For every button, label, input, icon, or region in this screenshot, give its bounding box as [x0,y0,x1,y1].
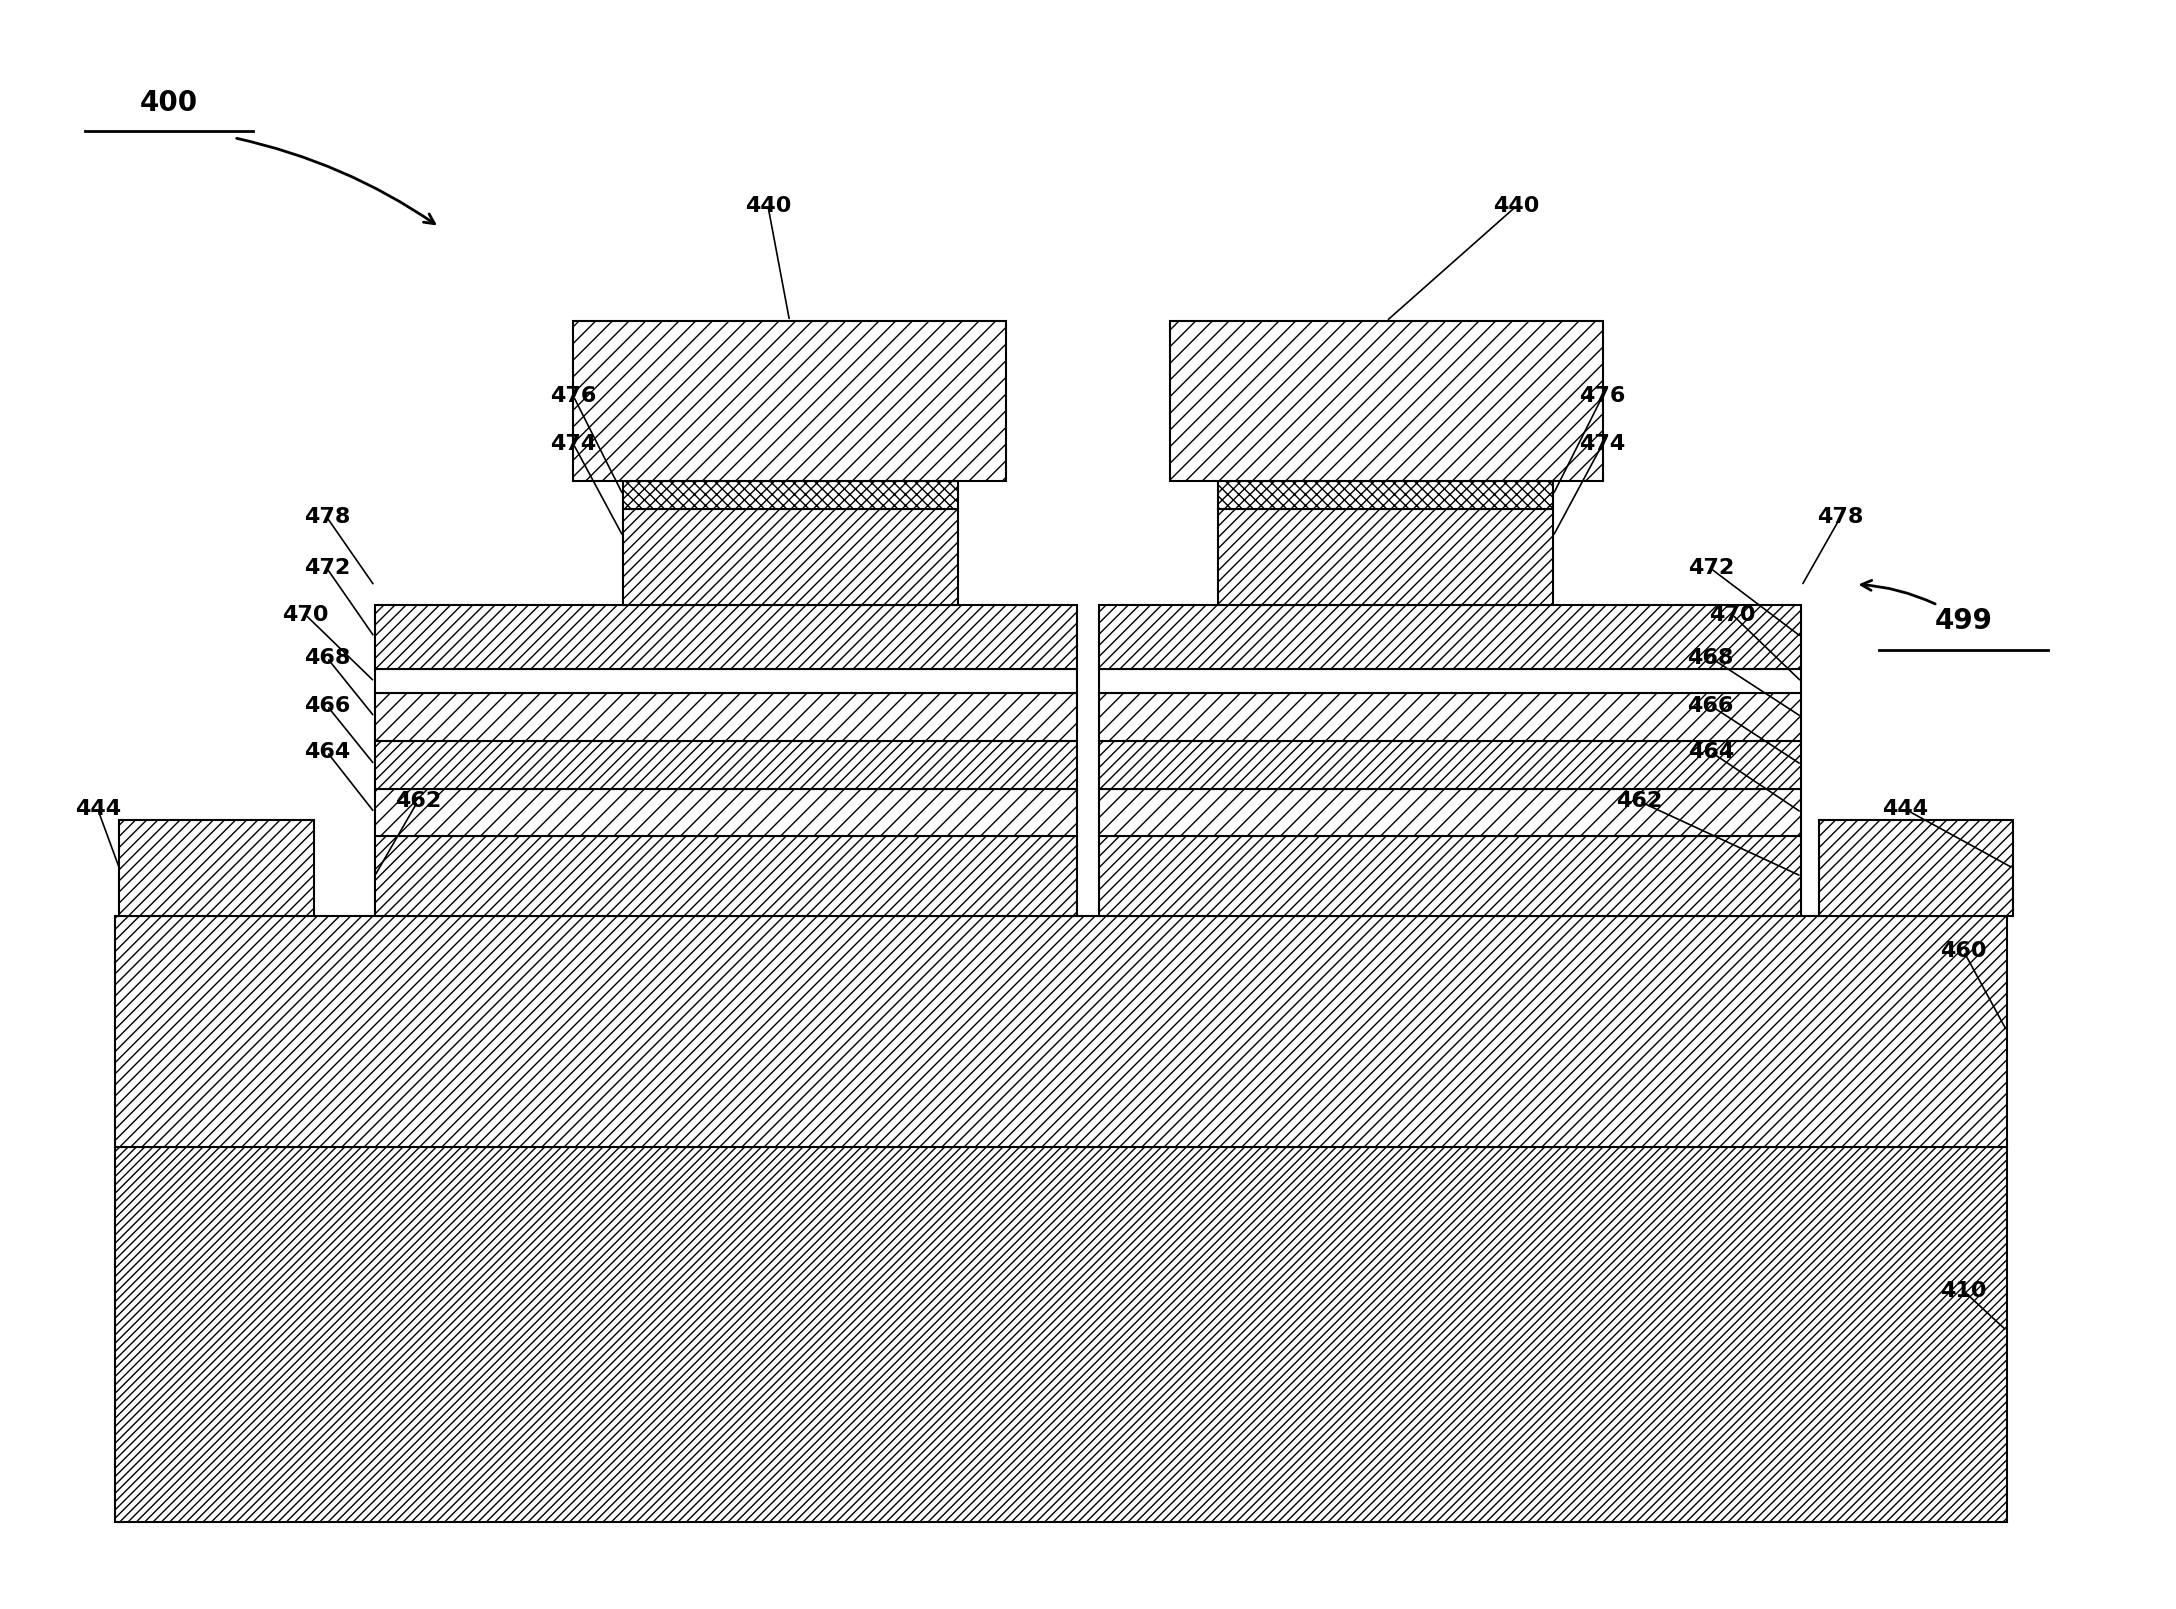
Bar [1219,481,1554,510]
Text: 468: 468 [1689,648,1734,668]
Bar [374,669,1077,693]
Bar [1099,693,1802,740]
Bar [115,916,2006,1147]
Text: 476: 476 [551,386,596,405]
Text: 444: 444 [74,800,122,819]
Bar [1099,605,1802,669]
Text: 466: 466 [1689,695,1734,716]
Bar [1819,821,2013,916]
Text: 476: 476 [1580,386,1625,405]
Text: 478: 478 [305,507,350,528]
Text: 462: 462 [1617,792,1662,811]
Bar [1099,669,1802,693]
Text: 462: 462 [394,792,442,811]
Text: 474: 474 [1580,434,1625,454]
Bar [1099,788,1802,837]
Text: 440: 440 [1493,196,1538,216]
Text: 410: 410 [1941,1281,1987,1302]
Text: 444: 444 [1882,800,1928,819]
Text: 470: 470 [1708,605,1756,624]
Bar [1099,740,1802,788]
Bar [374,740,1077,788]
Bar [1219,510,1554,605]
Text: 472: 472 [305,558,350,578]
Bar [622,510,957,605]
Bar [574,322,1005,481]
Bar [374,693,1077,740]
Text: 440: 440 [744,196,792,216]
Bar [374,837,1077,916]
Text: 470: 470 [283,605,329,624]
Bar [374,605,1077,669]
Text: 478: 478 [1817,507,1863,528]
Text: 400: 400 [139,88,198,116]
Text: 466: 466 [305,695,350,716]
Bar [1171,322,1602,481]
Text: 460: 460 [1941,941,1987,961]
Bar [374,788,1077,837]
Text: 464: 464 [1689,742,1734,761]
Bar [622,481,957,510]
Text: 474: 474 [551,434,596,454]
Bar [1099,837,1802,916]
Text: 468: 468 [305,648,350,668]
Text: 472: 472 [1689,558,1734,578]
Bar [115,1147,2006,1522]
Text: 499: 499 [1934,607,1993,636]
Text: 464: 464 [305,742,350,761]
Bar [120,821,313,916]
